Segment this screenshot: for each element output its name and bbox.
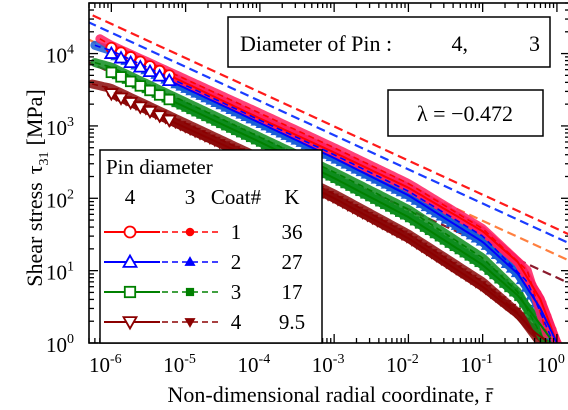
legend-row-coat-3: 3 17 <box>104 280 303 304</box>
y-tick-label: 100 <box>46 332 74 357</box>
series-marker-pin4-coat-3 <box>144 84 156 97</box>
series-marker-pin4-coat-2 <box>103 45 119 59</box>
series-line-pin4-coat-4 <box>110 92 548 342</box>
series-marker-pin4-coat-3 <box>134 80 147 92</box>
legend-k-label: 17 <box>282 280 303 304</box>
series-marker-pin4-coat-2 <box>152 68 168 82</box>
legend-marker-pin4 <box>123 225 137 239</box>
legend: Pin diameter 4 3 Coat# K 1 362 273 174 9.5 <box>99 149 323 344</box>
series-marker-pin4-coat-3 <box>124 75 137 88</box>
y-axis-title: Shear stress τ31 [MPa] <box>22 89 52 287</box>
series-line-pin4-coat-3 <box>110 71 552 340</box>
asymptote-line-coat-1 <box>92 14 568 236</box>
series-marker-pin4-coat-3 <box>115 71 127 83</box>
plot-frame <box>88 2 568 344</box>
legend-title: Pin diameter <box>106 155 213 179</box>
series-marker-pin4-coat-4 <box>152 110 168 124</box>
y-tick-label: 103 <box>46 115 74 140</box>
series-marker-pin4-coat-3 <box>153 89 166 101</box>
legend-rows: 1 362 273 174 9.5 <box>104 220 305 334</box>
legend-coat-label: 4 <box>231 310 242 334</box>
series-marker-pin4-coat-4 <box>142 105 158 120</box>
axis-ticks: 10-6 10-5 10-4 10-3 10-2 10-1 100 100 101 102 103 1… <box>46 2 568 377</box>
series-lines-coat-3 <box>94 61 552 340</box>
diameter-value-2: 3 <box>529 31 540 56</box>
x-axis-title: Non-dimensional radial coordinate, r̄ <box>167 382 494 407</box>
series-marker-pin4-coat-4 <box>161 114 177 128</box>
legend-row-coat-1: 1 36 <box>104 220 303 244</box>
series-marker-pin4-coat-2 <box>142 63 158 78</box>
series-lines-coat-2 <box>94 44 558 343</box>
legend-col-coat: Coat# <box>211 185 262 209</box>
legend-marker-pin4 <box>123 285 137 299</box>
y-axis-title-unit: [MPa] <box>22 89 47 145</box>
y-tick-label: 104 <box>46 43 74 68</box>
legend-k-label: 9.5 <box>279 310 305 334</box>
x-tick-label: 10-4 <box>238 352 271 377</box>
series-marker-pin4-coat-2 <box>113 50 129 64</box>
legend-row-coat-2: 2 27 <box>104 250 303 274</box>
legend-k-label: 36 <box>282 220 303 244</box>
x-tick-label: 10-1 <box>460 352 493 377</box>
legend-col-pin3: 3 <box>185 185 196 209</box>
legend-marker-pin4 <box>121 253 139 268</box>
series-marker-pin4-coat-2 <box>161 72 177 87</box>
legend-marker-pin3 <box>185 287 195 297</box>
x-tick-label: 100 <box>537 352 565 377</box>
series-marker-pin4-coat-4 <box>103 88 119 102</box>
legend-col-k: K <box>284 185 299 209</box>
legend-col-pin4: 4 <box>125 185 136 209</box>
x-tick-label: 10-5 <box>163 352 196 377</box>
y-axis-title-sub: 31 <box>37 151 52 165</box>
y-tick-label: 101 <box>46 260 74 285</box>
diameter-label: Diameter of Pin : <box>240 31 392 56</box>
legend-coat-label: 2 <box>231 250 242 274</box>
series-marker-pin4-coat-2 <box>123 54 139 68</box>
series-marker-pin4-coat-4 <box>123 97 139 111</box>
series-marker-pin4-coat-3 <box>163 93 175 106</box>
series-line-pin4-coat-2 <box>110 52 558 343</box>
legend-row-coat-4: 4 9.5 <box>104 310 305 334</box>
series-marker-pin4-coat-2 <box>132 59 148 73</box>
legend-coat-label: 3 <box>231 280 242 304</box>
y-tick-label: 102 <box>46 187 74 212</box>
x-tick-label: 10-6 <box>89 352 122 377</box>
legend-marker-pin3 <box>184 318 196 328</box>
diameter-annotation: Diameter of Pin : 4, 3 <box>227 16 551 68</box>
legend-coat-label: 1 <box>231 220 242 244</box>
lambda-value: λ = −0.472 <box>417 101 513 126</box>
legend-k-label: 27 <box>282 250 303 274</box>
series-marker-pin4-coat-3 <box>105 66 118 79</box>
asymptote-line-coat-2 <box>89 21 568 244</box>
series-line-pin4-coat-1 <box>110 46 558 343</box>
legend-marker-pin4 <box>121 316 139 331</box>
x-tick-label: 10-3 <box>312 352 345 377</box>
legend-marker-pin3 <box>184 256 196 266</box>
y-axis-title-symbol: τ <box>22 165 47 174</box>
x-tick-label: 10-2 <box>386 352 419 377</box>
y-axis-title-main: Shear stress <box>22 182 47 286</box>
lambda-annotation: λ = −0.472 <box>387 89 544 137</box>
series-marker-pin4-coat-4 <box>132 101 148 115</box>
legend-marker-pin3 <box>185 227 195 237</box>
series-marker-pin4-coat-4 <box>113 92 129 106</box>
diameter-value-1: 4, <box>452 31 469 56</box>
